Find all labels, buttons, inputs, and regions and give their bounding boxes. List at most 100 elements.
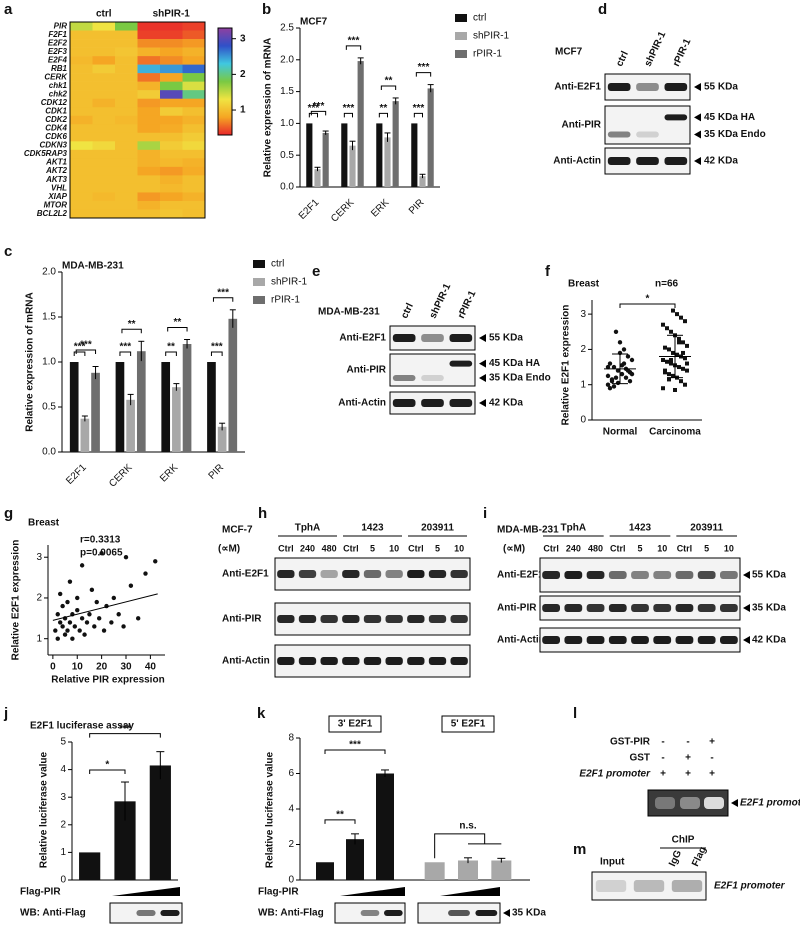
heatmap-cell [70, 22, 93, 31]
significance-label: *** [343, 103, 355, 114]
blot-band [385, 570, 403, 578]
bar [115, 362, 125, 452]
antibody-label: Anti-E2F1 [554, 82, 601, 93]
blot-band [653, 636, 672, 644]
bar [149, 765, 171, 880]
heatmap-cell [115, 175, 138, 185]
antibody-label: Anti-PIR [347, 365, 387, 376]
condition-mark: - [661, 753, 664, 764]
row-label: BCL2L2 [37, 209, 68, 218]
row-label: CDK1 [45, 107, 67, 116]
blot-label: WB: Anti-Flag [258, 908, 324, 919]
condition-mark: + [685, 753, 691, 764]
lane-label: Flag [690, 845, 709, 868]
chart-title: E2F1 luciferase assay [30, 721, 134, 732]
heatmap-frame [69, 21, 206, 219]
blot-band [633, 880, 665, 892]
bar [316, 862, 334, 880]
heatmap-cell [182, 141, 206, 151]
blot-band [608, 636, 627, 644]
blot-band [342, 657, 360, 665]
significance-bracket [89, 769, 126, 775]
data-point [671, 373, 675, 378]
y-tick-label: 0 [580, 415, 586, 426]
bar [79, 852, 101, 880]
significance-bracket [165, 351, 177, 356]
row-label: E2F4 [48, 55, 68, 64]
lane-label: shPIR-1 [428, 282, 454, 321]
condition-mark: - [710, 753, 713, 764]
blot-band [421, 399, 444, 407]
data-point [677, 336, 681, 341]
condition-label: GST [629, 753, 650, 764]
y-tick-label: 3 [36, 552, 42, 563]
bar [357, 61, 364, 187]
significance-label: *** [348, 36, 360, 47]
x-tick-label: CERK [107, 462, 135, 490]
antibody-label: Anti-Actin [497, 635, 545, 646]
y-tick-label: 0 [60, 875, 66, 886]
condition-label: E2F1 promoter [579, 769, 651, 780]
heatmap-cell [182, 149, 206, 159]
heatmap-cell [70, 39, 93, 48]
heatmap-cell [115, 192, 138, 202]
x-tick-label: PIR [207, 462, 227, 482]
data-point [665, 359, 669, 364]
heatmap-cell [182, 132, 206, 142]
data-point [55, 612, 60, 617]
arrowhead [694, 157, 701, 165]
blot-band [542, 604, 560, 612]
legend-swatch [455, 50, 467, 58]
lane-label: 240 [566, 543, 581, 553]
lane-label: rPIR-1 [671, 37, 694, 69]
group-label: 1423 [629, 523, 652, 534]
row-label: CDK2 [45, 115, 67, 124]
row-label: chk1 [49, 81, 68, 90]
gel-band [655, 797, 675, 809]
column-group-label: shPIR-1 [153, 9, 191, 20]
data-point [623, 375, 629, 380]
heatmap-cell [137, 192, 161, 202]
data-point [57, 620, 63, 625]
heatmap-cell [92, 39, 116, 48]
heatmap-cell [182, 183, 206, 193]
data-point [123, 555, 129, 560]
data-point [55, 636, 60, 641]
heatmap-cell [160, 200, 183, 210]
heatmap-cell [92, 158, 116, 168]
heatmap-cell [115, 132, 138, 142]
heatmap-cell [70, 175, 93, 185]
heatmap-cell [115, 56, 138, 65]
bar [392, 101, 399, 187]
blot-band [428, 615, 447, 623]
data-point [135, 616, 141, 621]
blot-band [342, 570, 360, 578]
group-label: 203911 [421, 523, 454, 534]
blot-band [363, 657, 382, 665]
x-tick-label: 30 [120, 662, 132, 673]
data-point [681, 366, 685, 371]
blot-band [421, 375, 444, 381]
data-point [607, 361, 613, 366]
gel-band [680, 797, 700, 809]
blot-band [449, 399, 473, 407]
x-tick-label: 20 [96, 662, 108, 673]
bar [126, 399, 135, 452]
heatmap-cell [92, 132, 116, 142]
data-point [60, 603, 65, 609]
data-point [82, 632, 87, 637]
row-label: CDKN3 [39, 141, 67, 150]
heatmap-cell [92, 81, 116, 91]
bar [306, 123, 313, 187]
blot-band [720, 604, 738, 612]
dose-wedge [340, 887, 405, 896]
data-point [681, 340, 685, 345]
significance-bracket [75, 349, 97, 354]
legend-label: ctrl [271, 259, 284, 270]
panel-letter: i [483, 505, 487, 522]
heatmap-cell [70, 30, 93, 40]
bar [427, 88, 434, 187]
heatmap-cell [70, 141, 93, 151]
x-tick-label: ERK [158, 462, 181, 485]
significance-bracket [380, 85, 397, 90]
